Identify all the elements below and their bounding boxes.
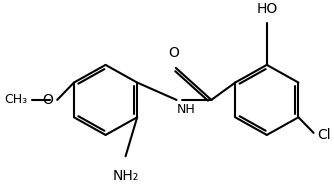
Text: NH₂: NH₂ <box>113 169 139 183</box>
Text: O: O <box>168 46 179 60</box>
Text: NH: NH <box>177 103 196 116</box>
Text: HO: HO <box>257 2 278 16</box>
Text: Cl: Cl <box>317 128 330 142</box>
Text: O: O <box>42 93 53 107</box>
Text: CH₃: CH₃ <box>4 94 27 106</box>
